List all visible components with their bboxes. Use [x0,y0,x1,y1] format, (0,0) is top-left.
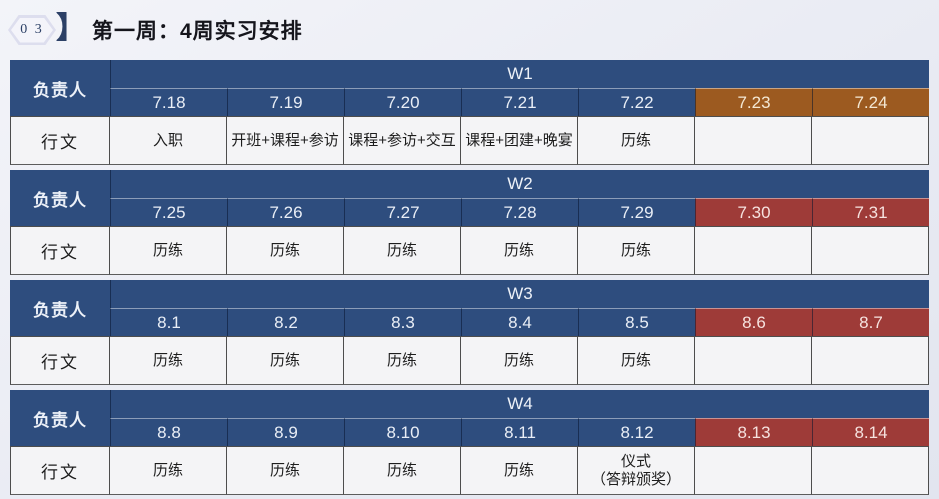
activity-cell: 历练 [227,336,344,385]
date-cell: 8.5 [578,308,695,336]
date-cell: 7.25 [110,198,227,226]
bracket-icon: 】 [56,12,86,45]
activity-cell: 历练 [344,336,461,385]
owner-label-cell: 负责人 [10,390,110,446]
date-cell: 7.24 [812,88,929,116]
activity-cell: 历练 [344,226,461,275]
activity-label-cell: 行文 [10,116,110,165]
activity-cell [812,116,929,165]
owner-label-cell: 负责人 [10,60,110,116]
date-cell: 7.27 [344,198,461,226]
activity-cell: 历练 [461,336,578,385]
activity-cell [812,226,929,275]
date-cell: 7.28 [461,198,578,226]
date-cell: 7.29 [578,198,695,226]
activity-cell [695,446,812,495]
date-cell: 8.13 [695,418,812,446]
date-cell: 8.3 [344,308,461,336]
activity-label-cell: 行文 [10,336,110,385]
activity-cell: 历练 [227,226,344,275]
date-cell: 8.14 [812,418,929,446]
date-cell: 8.1 [110,308,227,336]
activity-label-cell: 行文 [10,226,110,275]
owner-label-cell: 负责人 [10,280,110,336]
activity-cell: 开班+课程+参访 [227,116,344,165]
activity-cell: 历练 [110,226,227,275]
activity-cell: 仪式 （答辩颁奖） [578,446,695,495]
date-cell: 8.11 [461,418,578,446]
date-cell: 8.8 [110,418,227,446]
date-cell: 8.12 [578,418,695,446]
date-cell: 7.21 [461,88,578,116]
activity-cell: 历练 [578,336,695,385]
activity-cell: 历练 [461,446,578,495]
activity-cell [812,446,929,495]
date-cell: 8.2 [227,308,344,336]
section-number-badge: 0 3 [8,15,56,45]
date-cell: 7.18 [110,88,227,116]
date-cell: 7.20 [344,88,461,116]
activity-cell [695,226,812,275]
week-section-w4: 负责人 W4 8.8 8.9 8.10 8.11 8.12 8.13 8.14 行文 历练 历练 历练历… [10,390,929,495]
activity-cell [695,336,812,385]
date-cell: 7.26 [227,198,344,226]
week-header-cell: W4 [110,390,929,418]
date-cell: 8.4 [461,308,578,336]
activity-cell: 课程+团建+晚宴 [461,116,578,165]
activity-cell: 历练 [578,116,695,165]
activity-cell: 历练 [227,446,344,495]
activity-cell: 入职 [110,116,227,165]
week-section-w2: 负责人 W2 7.25 7.26 7.27 7.28 7.29 7.30 7.31 行文 历练 历练历… [10,170,929,275]
date-cell: 7.22 [578,88,695,116]
activity-label-cell: 行文 [10,446,110,495]
date-cell: 8.7 [812,308,929,336]
schedule-table: 负责人 W1 7.18 7.19 7.20 7.21 7.22 7.23 7.24 行文 入职 开班+… [10,60,929,495]
date-cell: 8.6 [695,308,812,336]
activity-cell: 历练 [461,226,578,275]
date-cell: 8.10 [344,418,461,446]
date-cell: 8.9 [227,418,344,446]
week-header-cell: W1 [110,60,929,88]
activity-cell: 历练 [110,446,227,495]
date-cell: 7.19 [227,88,344,116]
page-title: 第一周：4周实习安排 [92,20,303,43]
section-number: 0 3 [11,17,53,43]
activity-cell [812,336,929,385]
activity-cell: 历练 [110,336,227,385]
week-section-w3: 负责人 W3 8.1 8.2 8.3 8.4 8.5 8.6 8.7 行文 历练 历练 历练 历练 历练 [10,280,929,385]
owner-label-cell: 负责人 [10,170,110,226]
week-header-cell: W2 [110,170,929,198]
date-cell: 7.30 [695,198,812,226]
activity-cell: 历练 [344,446,461,495]
activity-cell [695,116,812,165]
slide-header: 0 3 】 第一周：4周实习安排 [0,0,939,50]
week-header-cell: W3 [110,280,929,308]
activity-cell: 历练 [578,226,695,275]
date-cell: 7.31 [812,198,929,226]
activity-cell: 课程+参访+交互 [344,116,461,165]
week-section-w1: 负责人 W1 7.18 7.19 7.20 7.21 7.22 7.23 7.24 行文 入职 开班+… [10,60,929,165]
date-cell: 7.23 [695,88,812,116]
